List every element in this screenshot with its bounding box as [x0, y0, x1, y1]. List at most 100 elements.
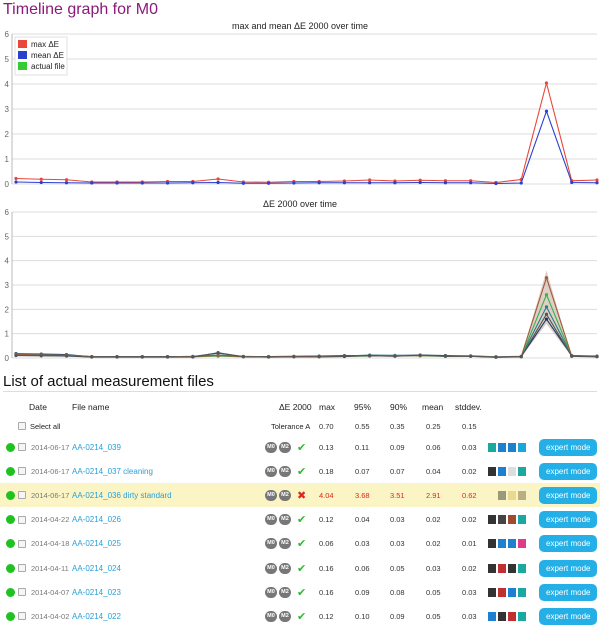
y-tick-label: 0	[5, 354, 10, 363]
tolerance-label: Tolerance A	[271, 421, 311, 431]
header-90[interactable]: 90%	[390, 402, 408, 412]
data-point	[544, 312, 549, 316]
table-row[interactable]: 2014-04-18 AA-0214_025 M0 M2 ✔ 0.06 0.03 0.03 0.…	[0, 532, 600, 556]
row-checkbox[interactable]	[18, 491, 26, 500]
m2-badge: M2	[279, 538, 291, 550]
row-date: 2014-06-17	[31, 466, 70, 476]
expert-mode-button[interactable]: expert mode	[539, 486, 598, 504]
file-name-link[interactable]: AA-0214_023	[72, 587, 121, 597]
data-point	[418, 353, 422, 357]
color-swatch	[488, 490, 496, 500]
row-checkbox[interactable]	[18, 467, 26, 476]
data-point	[216, 353, 220, 358]
swatch-group	[488, 556, 528, 580]
row-mean: 0.05	[426, 587, 441, 597]
row-stddev: 0.62	[462, 490, 477, 500]
row-date: 2014-06-17	[31, 490, 70, 500]
row-date: 2014-04-11	[31, 563, 69, 573]
file-name-link[interactable]: AA-0214_025	[72, 539, 121, 549]
expert-mode-button[interactable]: expert mode	[539, 559, 598, 577]
m0-badge: M0	[265, 489, 277, 501]
data-point	[368, 178, 372, 182]
expert-mode-button[interactable]: expert mode	[539, 438, 598, 456]
m0-badge: M0	[265, 538, 277, 550]
swatch-group	[488, 483, 528, 507]
color-swatch	[508, 563, 516, 573]
swatch-group	[488, 508, 528, 532]
row-95: 0.07	[355, 466, 370, 476]
table-row[interactable]: 2014-06-17 AA-0214_036 dirty standard M0 M2…	[0, 483, 600, 508]
data-point	[342, 354, 346, 359]
row-checkbox[interactable]	[18, 443, 26, 451]
m2-badge: M2	[279, 441, 291, 453]
file-name-link[interactable]: AA-0214_024	[72, 563, 121, 573]
table-row[interactable]: 2014-06-17 AA-0214_039 M0 M2 ✔ 0.13 0.11 0.09 0.…	[0, 435, 600, 459]
data-point	[216, 351, 220, 355]
row-mean: 0.03	[426, 563, 441, 573]
chart-title: ΔE 2000 over time	[263, 199, 337, 209]
file-name-link[interactable]: AA-0214_039	[72, 442, 121, 452]
chart-title: max and mean ΔE 2000 over time	[232, 21, 368, 31]
legend-label: max ΔE	[31, 40, 59, 49]
file-name-link[interactable]: AA-0214_022	[72, 611, 121, 621]
data-point	[494, 181, 498, 186]
data-point	[241, 181, 245, 185]
y-tick-label: 3	[5, 281, 10, 290]
row-mean: 0.05	[426, 611, 441, 621]
color-swatch	[488, 442, 496, 452]
header-date[interactable]: Date	[29, 402, 47, 412]
pass-check-icon: ✔	[297, 465, 307, 478]
expert-mode-button[interactable]: expert mode	[539, 535, 598, 553]
expert-mode-button[interactable]: expert mode	[539, 607, 598, 625]
expert-mode-button[interactable]: expert mode	[539, 462, 598, 480]
row-checkbox[interactable]	[18, 539, 26, 548]
max-mean-chart: max and mean ΔE 2000 over time 0 1 2 3 4 5 6 max…	[0, 18, 600, 194]
data-point	[292, 181, 296, 185]
header-stddev[interactable]: stddev.	[455, 402, 482, 412]
y-tick-label: 5	[5, 55, 10, 64]
header-mean[interactable]: mean	[422, 402, 444, 412]
series-line	[15, 318, 598, 358]
y-tick-label: 0	[5, 180, 10, 189]
table-row[interactable]: 2014-04-07 AA-0214_023 M0 M2 ✔ 0.16 0.09 0.08 0.…	[0, 580, 600, 604]
row-date: 2014-04-07	[31, 587, 70, 597]
data-point	[216, 177, 220, 181]
file-name-link[interactable]: AA-0214_026	[72, 515, 121, 525]
row-checkbox[interactable]	[18, 564, 26, 572]
data-point	[393, 181, 397, 185]
data-point	[191, 181, 195, 185]
select-all-checkbox[interactable]	[18, 422, 26, 430]
data-point	[14, 353, 18, 358]
color-swatch	[498, 611, 506, 621]
header-file-name[interactable]: File name	[72, 402, 110, 412]
table-row[interactable]: 2014-04-22 AA-0214_026 M0 M2 ✔ 0.12 0.04 0.03 0.…	[0, 508, 600, 532]
m0-badge: M0	[265, 586, 277, 598]
data-point	[165, 181, 170, 185]
m2-badge: M2	[279, 465, 291, 477]
y-tick-label: 5	[5, 232, 10, 241]
row-checkbox[interactable]	[18, 612, 26, 621]
header-95[interactable]: 95%	[354, 402, 372, 412]
file-name-link[interactable]: AA-0214_036 dirty standard	[72, 490, 172, 500]
expert-mode-button[interactable]: expert mode	[539, 511, 598, 529]
y-tick-label: 1	[5, 155, 10, 164]
color-swatch	[508, 515, 516, 525]
pass-check-icon: ✔	[297, 610, 307, 623]
row-checkbox[interactable]	[18, 588, 26, 597]
row-date: 2014-04-22	[31, 515, 70, 525]
color-swatch	[508, 442, 516, 452]
table-row[interactable]: 2014-04-02 AA-0214_022 M0 M2 ✔ 0.12 0.10 0.09 0.…	[0, 604, 600, 628]
data-point	[140, 181, 144, 185]
color-swatch	[518, 515, 526, 525]
data-point	[14, 180, 18, 184]
data-point	[544, 293, 549, 297]
table-row[interactable]: 2014-04-11 AA-0214_024 M0 M2 ✔ 0.16 0.06 0.05 0.…	[0, 556, 600, 580]
data-point	[368, 181, 372, 185]
data-point	[393, 354, 397, 358]
m2-badge: M2	[279, 489, 291, 501]
table-row[interactable]: 2014-06-17 AA-0214_037 cleaning M0 M2 ✔ 0.18 0…	[0, 459, 600, 483]
file-name-link[interactable]: AA-0214_037 cleaning	[72, 466, 153, 476]
expert-mode-button[interactable]: expert mode	[539, 583, 598, 601]
header-max[interactable]: max	[319, 402, 336, 412]
row-checkbox[interactable]	[18, 515, 26, 524]
